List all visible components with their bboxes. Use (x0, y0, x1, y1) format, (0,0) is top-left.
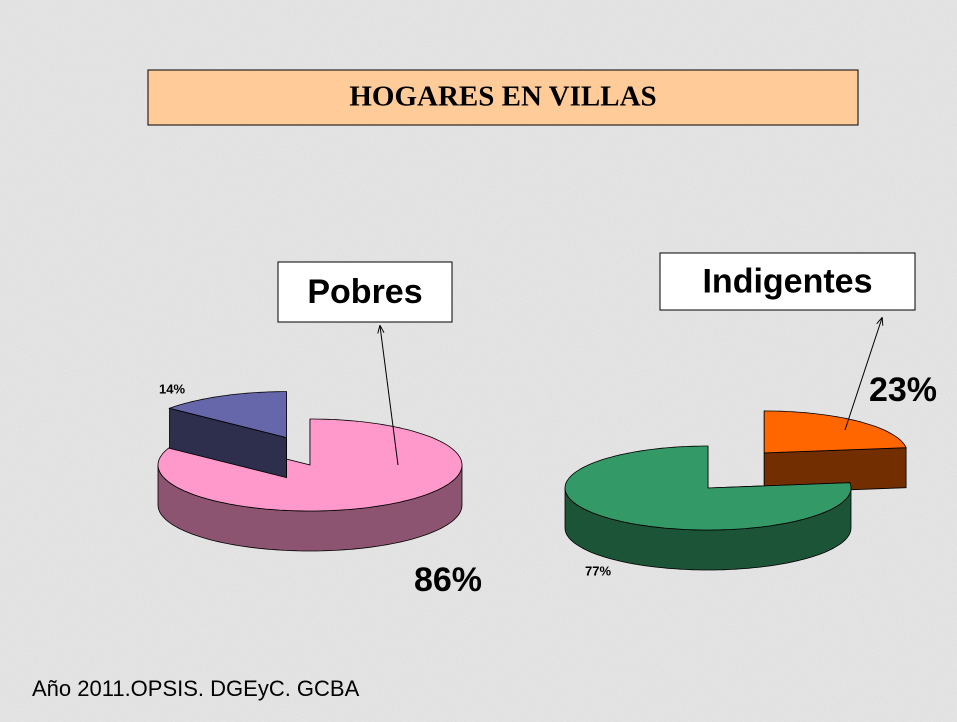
annotation-box (277, 261, 453, 323)
annotation: Pobres (307, 273, 422, 311)
slice (157, 418, 463, 512)
title: HOGARES EN VILLAS (349, 81, 656, 113)
source: Año 2011.OPSIS. DGEyC. GCBA (32, 676, 360, 701)
slice (168, 391, 287, 439)
slice (763, 410, 907, 454)
annotation: Indigentes (702, 262, 872, 300)
annotation-arrow (844, 318, 882, 431)
value-label: 23% (869, 371, 937, 409)
annotation-box (659, 252, 916, 311)
value-label: 77% (585, 563, 611, 578)
slice (564, 445, 852, 531)
title-box (147, 69, 859, 126)
value-label: 14% (159, 381, 185, 396)
value-label: 86% (414, 561, 482, 599)
annotation-arrow (380, 326, 399, 466)
